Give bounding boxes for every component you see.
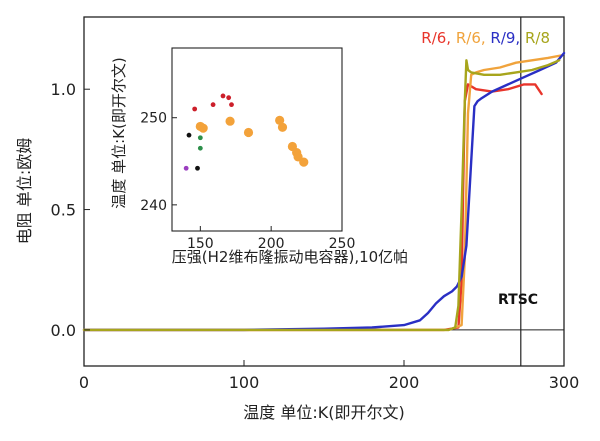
inset-data-point [243, 127, 254, 138]
inset-data-point [220, 93, 226, 99]
main-x-axis-label: 温度 单位:K(即开尔文) [243, 403, 404, 422]
legend-entry: R/6, [421, 29, 451, 47]
inset-data-point [299, 157, 309, 167]
main-y-axis-label: 电阻 单位:欧姆 [15, 138, 34, 244]
inset-data-point [195, 165, 200, 171]
inset-data-point [186, 132, 192, 138]
inset-data-point [277, 122, 288, 132]
inset-data-point [197, 145, 203, 151]
inset-data-point [226, 95, 232, 101]
inset-y-axis-label: 温度 单位:K(即开尔文) [110, 57, 128, 208]
legend: R/6, R/6, R/9, R/8 [421, 29, 550, 47]
inset-x-tick-label: 150 [187, 236, 214, 252]
legend-entry: R/9, [486, 29, 521, 47]
inset-x-axis-label: 压强(H2维布隆振动电容器),10亿帕 [172, 248, 408, 266]
inset-data-point [192, 106, 198, 112]
x-tick-label: 100 [229, 373, 260, 392]
inset-data-point [183, 165, 189, 171]
y-tick-label: 1.0 [51, 80, 76, 99]
main-series-group [82, 51, 566, 332]
inset-y-tick-label: 240 [140, 198, 167, 214]
legend-entries: R/6, R/6, R/9, R/8 [421, 29, 550, 47]
x-tick-label: 300 [549, 373, 580, 392]
inset-plot-frame [171, 47, 343, 232]
x-tick-label: 0 [79, 373, 89, 392]
inset-axis-ticks: 150 200 250 240 250 [140, 111, 355, 252]
inset-data-point [197, 135, 203, 141]
rtsc-annotation: RTSC [498, 292, 538, 308]
inset-y-tick-label: 250 [140, 111, 167, 127]
inset-x-tick-label: 200 [258, 236, 285, 252]
y-tick-label: 0.5 [51, 201, 76, 220]
inset-plot: 150 200 250 240 250 压强(H2维布隆振动电容器),10亿帕 温度 单… [110, 47, 408, 266]
inset-x-tick-label: 250 [329, 236, 356, 252]
y-tick-label: 0.0 [51, 321, 76, 340]
inset-data-point [210, 102, 216, 108]
x-tick-label: 200 [389, 373, 420, 392]
inset-data-point [275, 115, 285, 125]
main-axis-ticks: 0 100 200 300 0.0 0.5 1.0 [51, 80, 580, 392]
inset-data-point [225, 116, 235, 126]
inset-data-point [229, 102, 234, 108]
inset-points-group [183, 93, 309, 171]
series-r8-olive [82, 59, 561, 332]
legend-entry: R/6, [451, 29, 486, 47]
legend-entry: R/8 [520, 29, 550, 47]
inset-data-point [198, 123, 208, 133]
